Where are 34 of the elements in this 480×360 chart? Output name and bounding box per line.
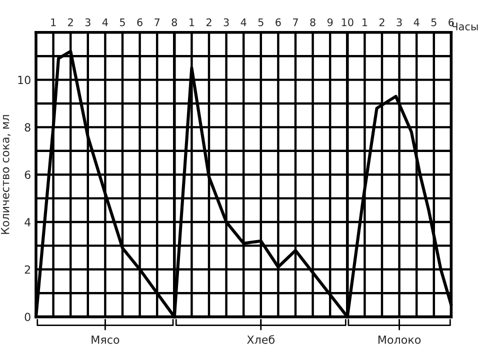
y-tick-label: 6 [24,170,30,179]
x-tick-label: 1 [51,18,56,26]
x-tick-label: 4 [102,18,108,26]
x-tick-label: 6 [137,18,142,26]
x-tick-label: 4 [240,18,246,26]
x-tick-label: 1 [362,18,368,26]
y-tick-label: 2 [24,265,30,274]
text: Мясо [92,336,120,344]
x-tick-label: 8 [310,18,316,26]
x-tick-label: 5 [120,18,125,26]
x-tick-label: 7 [154,18,160,26]
x-tick-label: 7 [293,18,298,26]
y-tick-label: 8 [24,123,30,132]
x-tick-label: 3 [224,18,229,26]
text: Хлеб [247,335,274,344]
x-tick-label: 10 [342,18,354,26]
y-tick-label: 0 [24,312,30,322]
x-tick-label: 2 [379,18,384,26]
x-tick-label: 3 [85,18,90,26]
x-tick-label: 2 [206,18,212,26]
x-tick-label: 2 [68,18,73,26]
x-axis-title: Часы [452,22,478,30]
y-tick-label: 4 [24,218,31,226]
y-tick-label: 10 [18,76,30,84]
x-tick-label: 1 [190,18,194,26]
x-tick-label: 9 [327,18,333,26]
y-axis-title: Количество сока, мл [1,115,10,234]
x-tick-label: 5 [431,18,436,26]
text: Молоко [378,336,421,344]
x-tick-label: 5 [258,18,264,26]
x-tick-label: 4 [414,18,420,26]
x-tick-label: 8 [172,18,177,26]
x-tick-label: 3 [396,18,402,26]
x-tick-label: 6 [276,18,281,26]
